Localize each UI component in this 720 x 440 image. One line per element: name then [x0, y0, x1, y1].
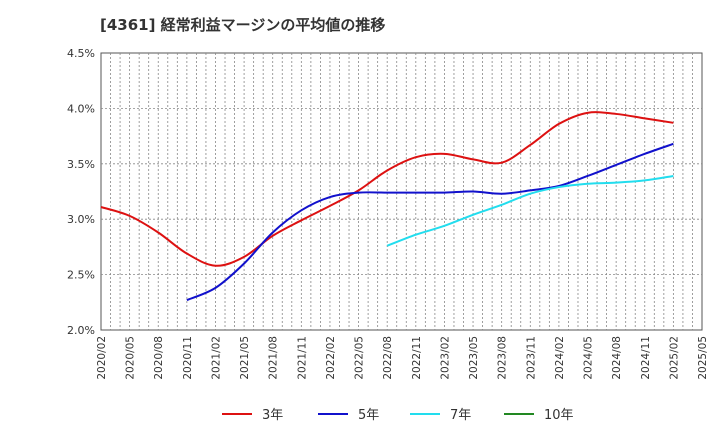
x-tick-label: 2021/02: [210, 336, 222, 380]
x-tick-label: 2020/11: [182, 336, 194, 380]
chart-title: [4361] 経常利益マージンの平均値の推移: [100, 16, 386, 34]
x-tick-label: 2022/02: [325, 336, 337, 380]
legend-label-1: 5年: [358, 408, 379, 423]
x-tick-label: 2020/02: [96, 336, 108, 380]
series-line-1: [186, 142, 674, 302]
legend-label-2: 7年: [450, 408, 471, 423]
x-tick-label: 2020/08: [153, 336, 165, 380]
x-tick-label: 2021/05: [239, 336, 251, 380]
x-tick-label: 2022/11: [411, 336, 423, 380]
series-layer: [100, 111, 674, 302]
y-tick-label: 4.5%: [67, 47, 95, 60]
series-line-0: [100, 111, 674, 267]
x-tick-label: 2023/05: [468, 336, 480, 380]
x-tick-label: 2025/05: [697, 336, 709, 380]
grid-layer: [100, 52, 703, 331]
legend-label-0: 3年: [262, 408, 283, 423]
x-tick-label: 2021/11: [296, 336, 308, 380]
x-tick-label: 2024/05: [583, 336, 595, 380]
x-tick-label: 2022/08: [382, 336, 394, 380]
x-tick-label: 2022/05: [354, 336, 366, 380]
y-tick-label: 2.0%: [67, 324, 95, 337]
y-tick-label: 3.5%: [67, 158, 95, 171]
x-tick-label: 2023/11: [525, 336, 537, 380]
legend-label-3: 10年: [544, 408, 574, 423]
y-tick-label: 3.0%: [67, 213, 95, 226]
x-tick-label: 2024/11: [640, 336, 652, 380]
x-tick-label: 2021/08: [268, 336, 280, 380]
x-tick-label: 2024/08: [611, 336, 623, 380]
x-tick-label: 2020/05: [125, 336, 137, 380]
x-tick-label: 2025/02: [668, 336, 680, 380]
axis-layer: 2.0% 2.5% 3.0% 3.5% 4.0% 4.5% 2020/02 2020/05 20…: [67, 47, 709, 380]
series-line-2: [386, 174, 674, 247]
plot-area: [100, 52, 703, 331]
x-tick-label: 2023/08: [497, 336, 509, 380]
x-tick-label: 2024/02: [554, 336, 566, 380]
y-tick-label: 2.5%: [67, 269, 95, 282]
legend: 3年 5年 7年 10年: [222, 408, 574, 423]
y-tick-label: 4.0%: [67, 102, 95, 115]
x-tick-label: 2023/02: [439, 336, 451, 380]
